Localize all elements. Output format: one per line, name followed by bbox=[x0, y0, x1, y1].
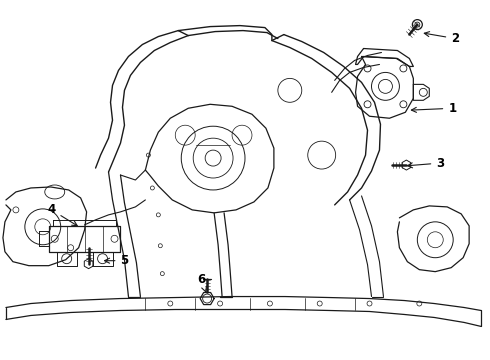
Text: 6: 6 bbox=[197, 273, 206, 292]
Circle shape bbox=[413, 20, 422, 30]
Text: 3: 3 bbox=[407, 157, 444, 170]
Text: 4: 4 bbox=[48, 203, 77, 226]
Text: 5: 5 bbox=[104, 254, 129, 267]
Text: 2: 2 bbox=[424, 32, 459, 45]
Text: 1: 1 bbox=[412, 102, 456, 115]
